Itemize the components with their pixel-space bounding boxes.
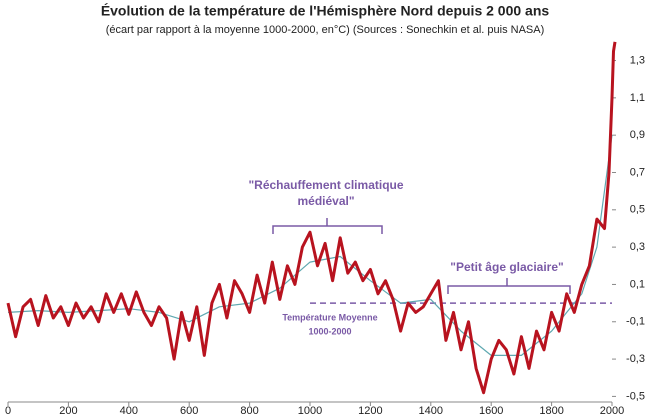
x-tick-label: 1200 xyxy=(358,405,382,416)
x-tick-label: 600 xyxy=(180,405,198,416)
annotation: médiéval" xyxy=(297,194,354,208)
y-tick-label: -0,3 xyxy=(626,353,645,365)
x-tick-label: 1600 xyxy=(479,405,503,416)
bracket xyxy=(272,218,383,234)
chart-title: Évolution de la température de l'Hémisph… xyxy=(101,3,550,19)
y-tick-label: 1,1 xyxy=(630,92,645,104)
annotation: "Petit âge glaciaire" xyxy=(450,260,563,274)
x-tick-label: 200 xyxy=(59,405,77,416)
y-tick-label: 1,3 xyxy=(630,54,645,66)
chart-subtitle: (écart par rapport à la moyenne 1000-200… xyxy=(106,24,545,36)
y-tick-label: 0,7 xyxy=(630,166,645,178)
y-tick-label: 0,9 xyxy=(630,129,645,141)
x-tick-label: 1400 xyxy=(419,405,443,416)
x-tick-label: 0 xyxy=(5,405,11,416)
series-line xyxy=(6,41,617,395)
x-tick-label: 1000 xyxy=(298,405,322,416)
annotation: Température Moyenne xyxy=(282,312,377,322)
x-tick-label: 800 xyxy=(240,405,258,416)
y-tick-label: 0,3 xyxy=(630,241,645,253)
y-tick-label: -0,1 xyxy=(626,316,645,328)
x-tick-label: 2000 xyxy=(600,405,624,416)
annotation: "Réchauffement climatique xyxy=(248,178,403,192)
y-tick-label: 0,5 xyxy=(630,204,645,216)
annotation: 1000-2000 xyxy=(308,326,351,336)
bracket xyxy=(447,278,571,294)
x-tick-label: 1800 xyxy=(539,405,563,416)
x-tick-label: 400 xyxy=(120,405,138,416)
y-tick-label: -0,5 xyxy=(626,390,645,402)
y-tick-label: 0,1 xyxy=(630,278,645,290)
